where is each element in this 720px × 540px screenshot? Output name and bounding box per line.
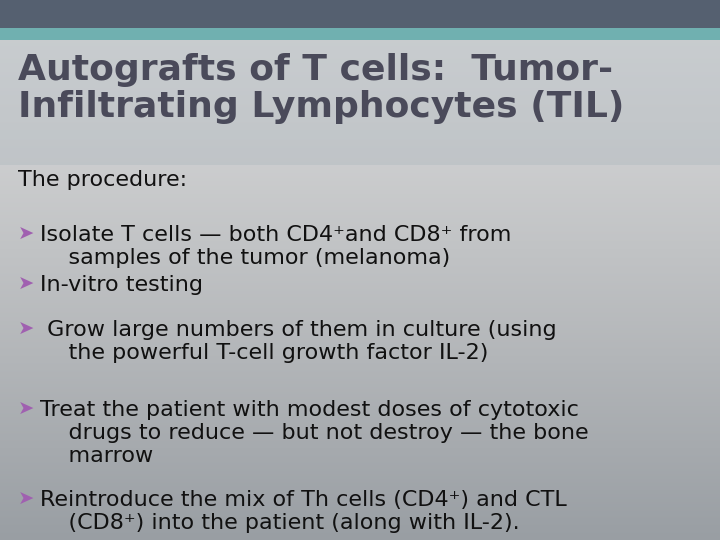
Text: Grow large numbers of them in culture (using
    the powerful T-cell growth fact: Grow large numbers of them in culture (u… xyxy=(40,320,557,363)
Text: Treat the patient with modest doses of cytotoxic
    drugs to reduce — but not d: Treat the patient with modest doses of c… xyxy=(40,400,589,467)
Text: Autografts of T cells:  Tumor-: Autografts of T cells: Tumor- xyxy=(18,53,613,87)
Text: Infiltrating Lymphocytes (TIL): Infiltrating Lymphocytes (TIL) xyxy=(18,90,624,124)
Text: ➤: ➤ xyxy=(18,400,35,419)
Text: Reintroduce the mix of Th cells (CD4⁺) and CTL
    (CD8⁺) into the patient (alon: Reintroduce the mix of Th cells (CD4⁺) a… xyxy=(40,490,567,533)
Text: Isolate T cells — both CD4⁺and CD8⁺ from
    samples of the tumor (melanoma): Isolate T cells — both CD4⁺and CD8⁺ from… xyxy=(40,225,511,268)
Bar xyxy=(0,40,720,165)
Text: ➤: ➤ xyxy=(18,275,35,294)
Bar xyxy=(0,0,720,30)
Text: ➤: ➤ xyxy=(18,320,35,339)
Text: In-vitro testing: In-vitro testing xyxy=(40,275,203,295)
Text: ➤: ➤ xyxy=(18,225,35,244)
Bar xyxy=(0,28,720,40)
Text: ➤: ➤ xyxy=(18,490,35,509)
Text: The procedure:: The procedure: xyxy=(18,170,187,190)
